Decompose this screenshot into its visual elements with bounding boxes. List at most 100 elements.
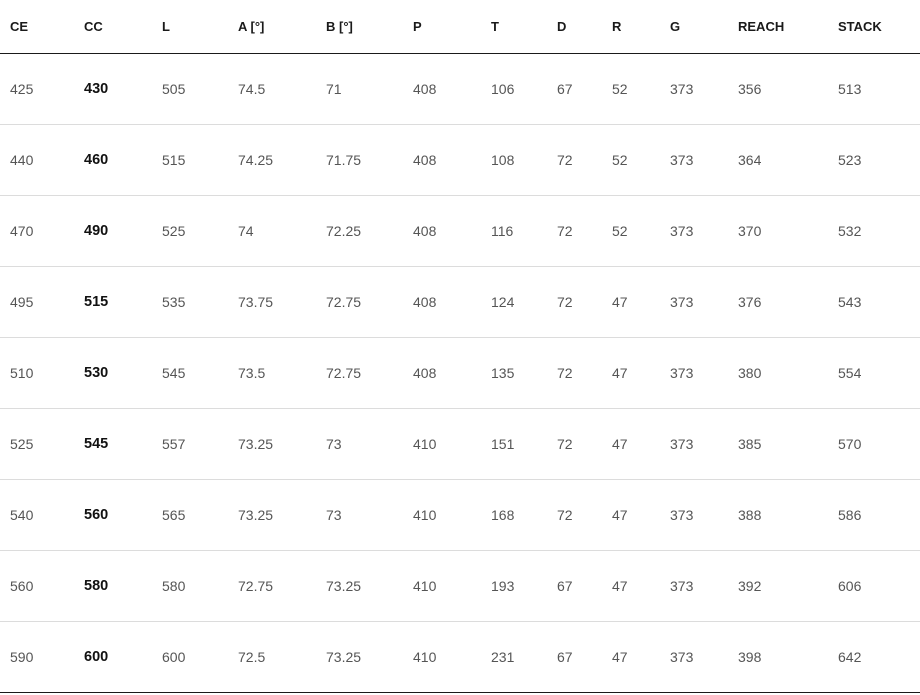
- cell-b: 73: [316, 479, 403, 551]
- header-l: L: [152, 0, 228, 54]
- cell-l: 557: [152, 408, 228, 480]
- cell-ce: 590: [0, 621, 74, 693]
- cell-r: 52: [602, 124, 660, 196]
- cell-stack: 606: [828, 550, 920, 622]
- cell-t: 231: [481, 621, 547, 693]
- cell-r: 52: [602, 195, 660, 267]
- cell-cc: 530: [74, 337, 152, 409]
- cell-a: 73.25: [228, 479, 316, 551]
- cell-t: 124: [481, 266, 547, 338]
- cell-a: 74.25: [228, 124, 316, 196]
- cell-reach: 398: [728, 621, 828, 693]
- cell-b: 72.25: [316, 195, 403, 267]
- table-row: 425 430 505 74.5 71 408 106 67 52 373 356 513: [0, 53, 920, 125]
- cell-reach: 376: [728, 266, 828, 338]
- header-reach: REACH: [728, 0, 828, 54]
- cell-b: 73.25: [316, 621, 403, 693]
- cell-g: 373: [660, 124, 728, 196]
- cell-g: 373: [660, 53, 728, 125]
- cell-a: 74.5: [228, 53, 316, 125]
- cell-b: 71.75: [316, 124, 403, 196]
- cell-r: 47: [602, 266, 660, 338]
- cell-reach: 388: [728, 479, 828, 551]
- cell-reach: 364: [728, 124, 828, 196]
- cell-ce: 560: [0, 550, 74, 622]
- header-g: G: [660, 0, 728, 54]
- cell-b: 71: [316, 53, 403, 125]
- cell-p: 410: [403, 479, 481, 551]
- cell-d: 72: [547, 195, 602, 267]
- cell-t: 108: [481, 124, 547, 196]
- cell-cc: 600: [74, 621, 152, 693]
- cell-l: 565: [152, 479, 228, 551]
- cell-l: 580: [152, 550, 228, 622]
- header-stack: STACK: [828, 0, 920, 54]
- cell-d: 72: [547, 124, 602, 196]
- cell-l: 545: [152, 337, 228, 409]
- cell-stack: 554: [828, 337, 920, 409]
- cell-r: 47: [602, 337, 660, 409]
- cell-g: 373: [660, 621, 728, 693]
- table-row: 540 560 565 73.25 73 410 168 72 47 373 388 586: [0, 479, 920, 551]
- cell-cc: 580: [74, 550, 152, 622]
- cell-stack: 543: [828, 266, 920, 338]
- cell-l: 600: [152, 621, 228, 693]
- cell-d: 72: [547, 408, 602, 480]
- cell-stack: 570: [828, 408, 920, 480]
- cell-a: 73.75: [228, 266, 316, 338]
- cell-cc: 460: [74, 124, 152, 196]
- table-row: 510 530 545 73.5 72.75 408 135 72 47 373 380 554: [0, 337, 920, 409]
- cell-cc: 515: [74, 266, 152, 338]
- table-row: 525 545 557 73.25 73 410 151 72 47 373 385 570: [0, 408, 920, 480]
- cell-cc: 545: [74, 408, 152, 480]
- cell-r: 47: [602, 479, 660, 551]
- cell-r: 52: [602, 53, 660, 125]
- header-d: D: [547, 0, 602, 54]
- cell-p: 408: [403, 266, 481, 338]
- table-header: CE CC L A [°] B [°] P T D R G REACH STAC…: [0, 0, 920, 54]
- cell-ce: 495: [0, 266, 74, 338]
- cell-p: 408: [403, 195, 481, 267]
- cell-d: 72: [547, 266, 602, 338]
- header-ce: CE: [0, 0, 74, 54]
- cell-d: 67: [547, 621, 602, 693]
- cell-a: 73.5: [228, 337, 316, 409]
- cell-l: 515: [152, 124, 228, 196]
- cell-r: 47: [602, 550, 660, 622]
- cell-g: 373: [660, 408, 728, 480]
- cell-a: 72.5: [228, 621, 316, 693]
- cell-g: 373: [660, 479, 728, 551]
- cell-p: 410: [403, 408, 481, 480]
- cell-l: 535: [152, 266, 228, 338]
- cell-cc: 430: [74, 53, 152, 125]
- table-row: 495 515 535 73.75 72.75 408 124 72 47 373 376 543: [0, 266, 920, 338]
- cell-b: 72.75: [316, 337, 403, 409]
- cell-stack: 523: [828, 124, 920, 196]
- cell-g: 373: [660, 195, 728, 267]
- cell-stack: 642: [828, 621, 920, 693]
- header-t: T: [481, 0, 547, 54]
- header-row: CE CC L A [°] B [°] P T D R G REACH STAC…: [0, 0, 920, 54]
- cell-reach: 385: [728, 408, 828, 480]
- cell-g: 373: [660, 337, 728, 409]
- table-body: 425 430 505 74.5 71 408 106 67 52 373 356 513 440 460…: [0, 53, 920, 693]
- cell-stack: 513: [828, 53, 920, 125]
- cell-r: 47: [602, 621, 660, 693]
- cell-g: 373: [660, 550, 728, 622]
- cell-l: 505: [152, 53, 228, 125]
- cell-reach: 370: [728, 195, 828, 267]
- cell-p: 410: [403, 621, 481, 693]
- header-cc: CC: [74, 0, 152, 54]
- cell-cc: 560: [74, 479, 152, 551]
- cell-r: 47: [602, 408, 660, 480]
- cell-l: 525: [152, 195, 228, 267]
- table-row: 470 490 525 74 72.25 408 116 72 52 373 370 532: [0, 195, 920, 267]
- cell-d: 72: [547, 479, 602, 551]
- cell-t: 116: [481, 195, 547, 267]
- cell-ce: 525: [0, 408, 74, 480]
- cell-t: 106: [481, 53, 547, 125]
- cell-b: 72.75: [316, 266, 403, 338]
- cell-a: 74: [228, 195, 316, 267]
- cell-b: 73.25: [316, 550, 403, 622]
- cell-p: 408: [403, 337, 481, 409]
